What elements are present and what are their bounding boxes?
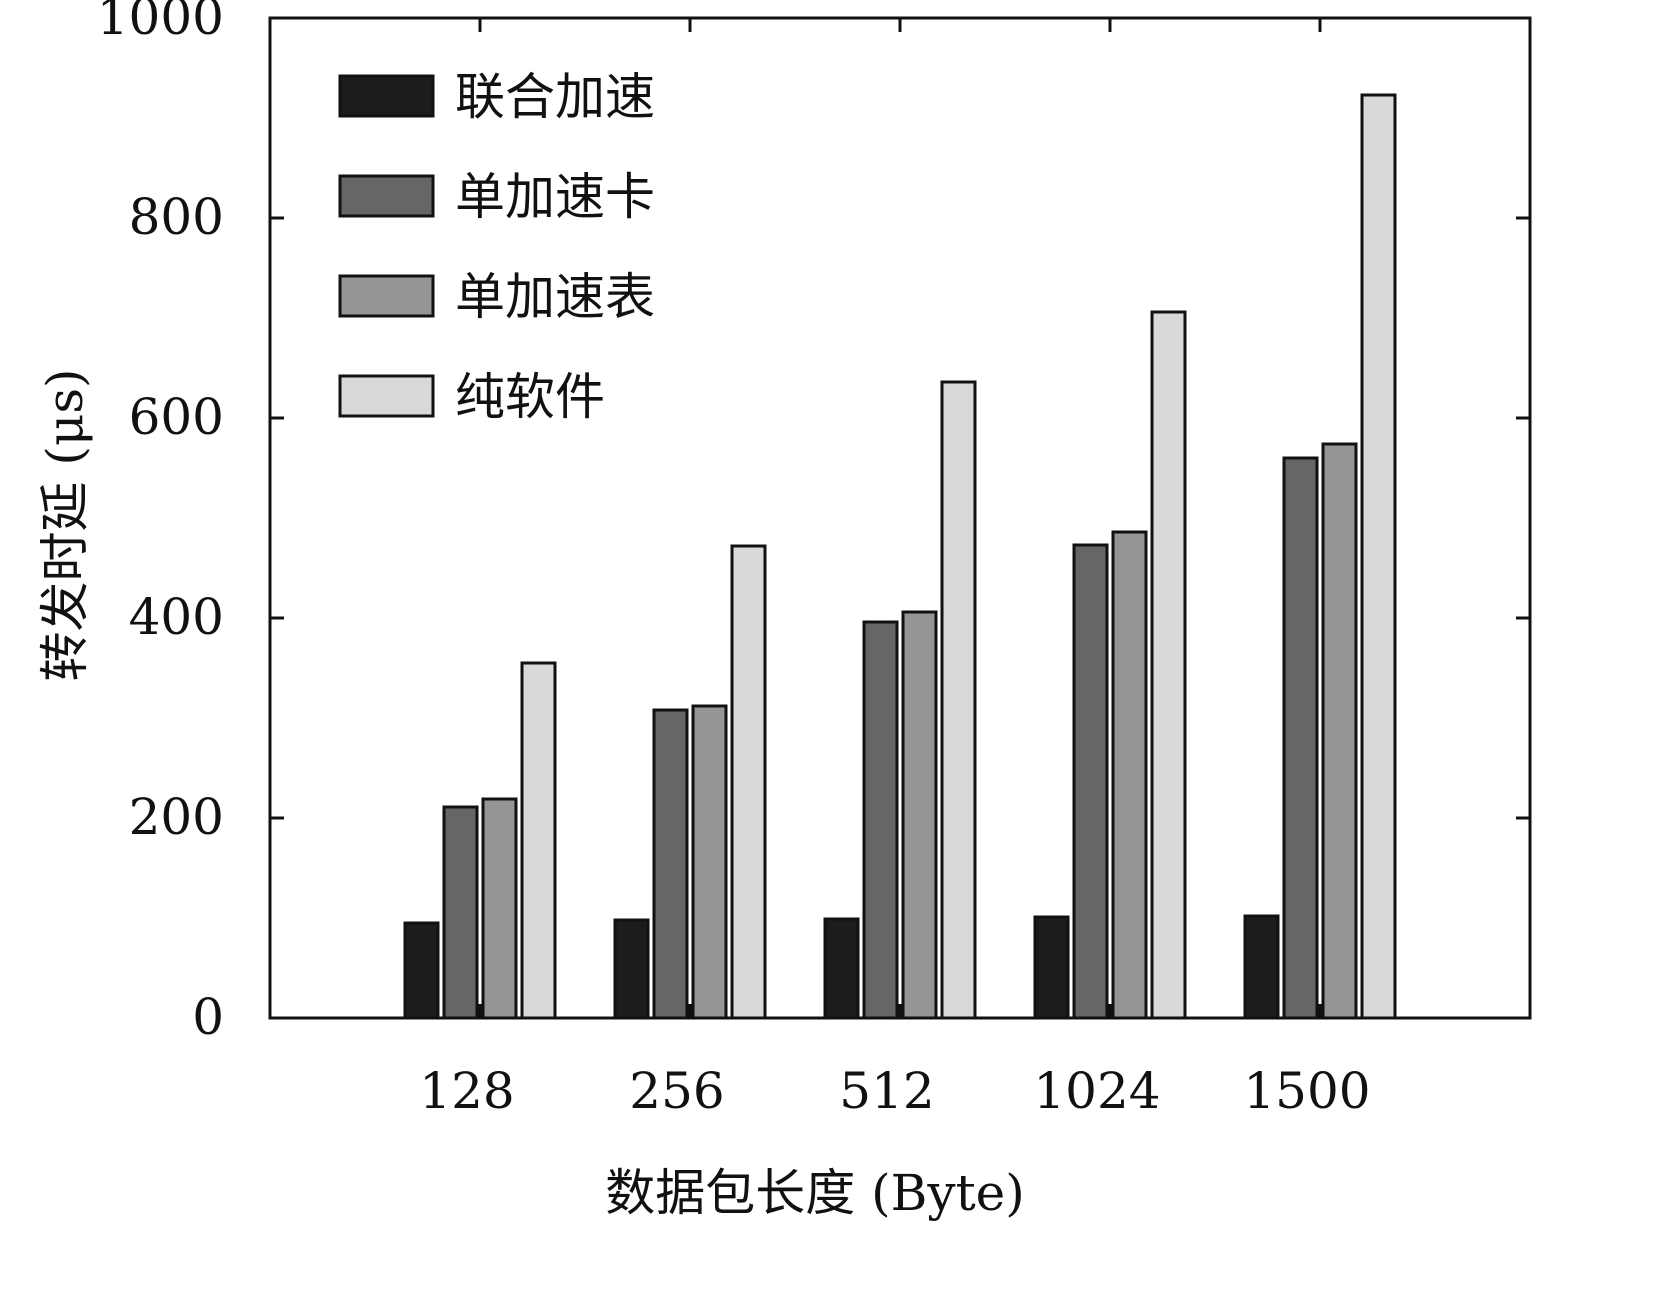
legend-swatch xyxy=(338,374,435,418)
bar-128-series-2 xyxy=(442,805,479,1020)
bar-512-series-1 xyxy=(823,917,860,1020)
legend-label: 单加速表 xyxy=(455,268,655,326)
bar-128-series-1 xyxy=(403,921,440,1020)
y-tick-label: 200 xyxy=(129,788,224,846)
bar-1500-series-4 xyxy=(1360,93,1397,1020)
bar-256-series-4 xyxy=(730,544,767,1020)
bar-512-series-2 xyxy=(862,620,899,1020)
legend-swatch xyxy=(338,274,435,318)
bar-1024-series-3 xyxy=(1111,530,1148,1020)
bar-1024-series-4 xyxy=(1150,310,1187,1020)
bar-128-series-3 xyxy=(481,797,518,1020)
bar-1500-series-1 xyxy=(1243,914,1280,1020)
y-tick-label: 0 xyxy=(192,988,224,1046)
legend-label: 纯软件 xyxy=(455,368,605,426)
y-tick-label: 400 xyxy=(129,588,224,646)
bar-512-series-3 xyxy=(901,610,938,1020)
x-tick-label: 1024 xyxy=(1033,1062,1160,1120)
y-tick-label: 1000 xyxy=(97,0,224,46)
bar-512-series-4 xyxy=(940,380,977,1020)
y-tick-label: 800 xyxy=(129,188,224,246)
legend-swatch xyxy=(338,74,435,118)
legend-label: 单加速卡 xyxy=(455,168,655,226)
bar-1500-series-3 xyxy=(1321,442,1358,1020)
ticks-layer: 0 200 400 600 800 1000 128 256 512 1024 1500 xyxy=(97,0,1530,1120)
x-tick-label: 1500 xyxy=(1243,1062,1370,1120)
x-tick-label: 128 xyxy=(419,1062,514,1120)
bar-128-series-4 xyxy=(520,661,557,1020)
bar-1500-series-2 xyxy=(1282,456,1319,1020)
bars-layer xyxy=(403,93,1397,1020)
legend-swatch xyxy=(338,174,435,218)
bar-1024-series-2 xyxy=(1072,543,1109,1020)
x-tick-label: 512 xyxy=(839,1062,934,1120)
bar-256-series-3 xyxy=(691,704,728,1020)
bar-256-series-2 xyxy=(652,708,689,1020)
y-tick-label: 600 xyxy=(129,388,224,446)
bar-256-series-1 xyxy=(613,918,650,1020)
x-axis-title: 数据包长度 (Byte) xyxy=(605,1164,1025,1222)
legend-label: 联合加速 xyxy=(455,68,655,126)
bar-1024-series-1 xyxy=(1033,915,1070,1020)
x-tick-label: 256 xyxy=(629,1062,724,1120)
y-axis-title: 转发时延 (μs) xyxy=(36,368,94,681)
